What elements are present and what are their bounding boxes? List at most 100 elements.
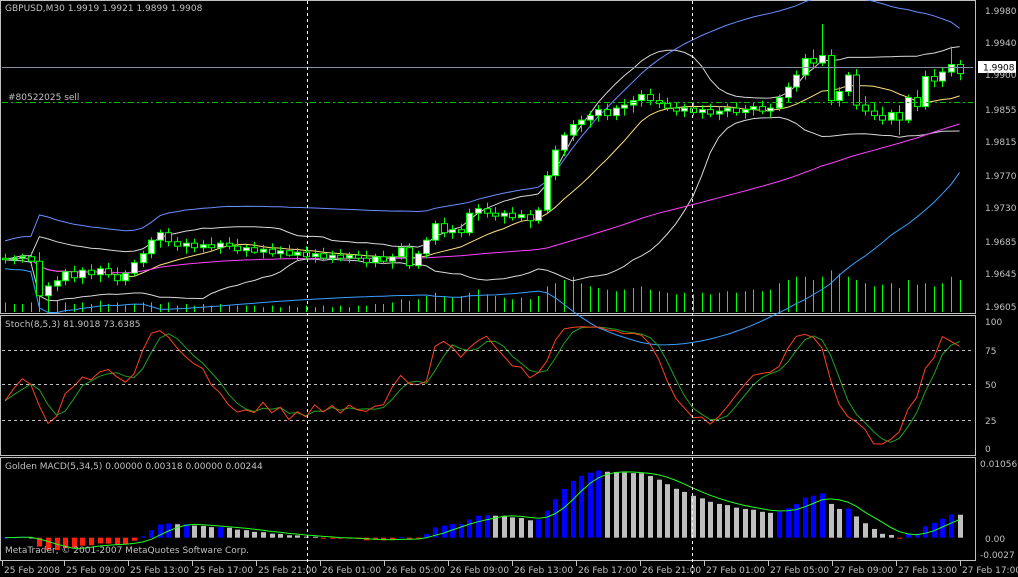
macd-bar [424,534,429,538]
candle-body [613,107,620,117]
candle-body [105,268,112,276]
outer-band-lower-line [4,172,961,346]
macd-bar [614,471,619,538]
macd-bar [407,537,412,540]
macd-bar [958,514,963,538]
candle-body [449,229,456,234]
macd-bar [528,520,533,538]
macd-bar [287,535,292,538]
time-label: 25 Feb 17:00 [194,566,253,576]
time-label: 26 Feb 21:00 [642,566,701,576]
macd-bar [416,537,421,539]
price-axis: 1.9980 1.9940 1.9900 1.9855 1.9815 1.977… [985,7,1017,313]
main-panel-title: GBPUSD,M30 1.9919 1.9921 1.9899 1.9908 [5,4,203,14]
current-price-tag [978,61,1016,73]
candle-body [251,247,258,253]
stoch-level-label: 0 [985,445,991,455]
candle-body [398,247,405,258]
macd-bar [725,505,730,538]
candle-body [604,109,611,117]
candle-body [415,253,422,267]
macd-bar [571,480,576,538]
candle-body [931,76,938,82]
candle-body [79,269,86,279]
candle-body [724,107,731,112]
indicator-lines [4,0,961,346]
macd-bar [433,527,438,538]
candle-body [673,107,680,112]
candle-body [183,242,190,247]
candle-body [922,76,929,108]
macd-bar [175,524,180,538]
candle-body [363,257,370,264]
macd-bar [227,527,232,538]
macd-bar [940,518,945,538]
candle-body [277,250,284,255]
macd-bar [244,530,249,538]
candle-body [140,253,147,264]
candle-body [226,242,233,247]
candle-body [208,244,215,249]
candle-body [845,74,852,93]
time-label: 26 Feb 13:00 [514,566,573,576]
macd-bar [270,533,275,538]
candle-body [492,212,499,217]
time-label: 27 Feb 09:00 [834,566,893,576]
candle-body [458,229,465,234]
macd-bar [872,528,877,538]
macd-axis: 0.01056 0.00 -0.0027 [980,460,1017,561]
price-label: 1.9730 [985,204,1017,214]
stoch-signal-line [4,326,960,443]
macd-panel-frame [0,457,976,561]
candle-body [587,115,594,121]
macd-bar [442,525,447,538]
candle-body [733,107,740,114]
time-label: 27 Feb 17:00 [962,566,1018,576]
candle-body [802,58,809,76]
macd-bar [923,526,928,538]
candle-body [389,256,396,262]
candle-body [828,55,835,102]
macd-bar [596,470,601,538]
candle-body [862,104,869,112]
candle-body [337,254,344,259]
macd-bar [768,512,773,538]
macd-bar [72,537,77,548]
macd-bar [760,511,765,538]
macd-panel-title: Golden MACD(5,34,5) 0.00000 0.00318 0.00… [5,462,263,472]
current-price-text: 1.9908 [983,64,1015,74]
macd-bar [889,535,894,538]
candle-body [742,109,749,114]
macd-bar [553,499,558,538]
macd-bar [141,536,146,538]
macd-bar [321,537,326,539]
candle-body [939,71,946,82]
candle-body [312,253,319,258]
candle-body [320,253,327,259]
macd-bar [751,509,756,538]
macd-bar [665,484,670,538]
candle-body [200,244,207,249]
macd-bar [80,537,85,546]
macd-bar [123,537,128,545]
order-label[interactable]: #80522025 sell [8,93,79,103]
time-label: 25 Feb 13:00 [130,566,189,576]
macd-bar [313,536,318,538]
macd-bar [631,473,636,538]
macd-bar [192,525,197,538]
candle-body [19,256,26,259]
candle-body [509,212,516,219]
time-label: 26 Feb 09:00 [450,566,509,576]
candle-body [785,86,792,99]
macd-bar [115,537,120,546]
macd-bar [450,524,455,538]
macd-bar [794,503,799,538]
macd-bar [562,489,567,538]
macd-bar [691,495,696,538]
stoch-panel-frame [0,315,976,456]
candle-body [2,257,9,261]
macd-signal-line [4,471,960,549]
macd-bar [98,537,103,544]
